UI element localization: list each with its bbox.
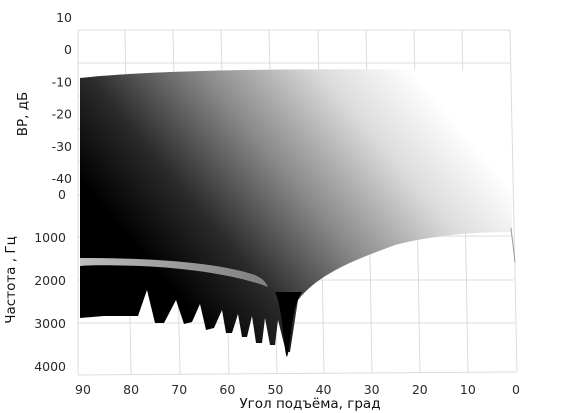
- x-tick-label: 30: [364, 382, 380, 397]
- x-tick-label: 40: [316, 382, 332, 397]
- y-tick-label: 1000: [34, 230, 66, 245]
- y-axis-label: Частота , Гц: [3, 236, 19, 324]
- x-tick-labels: 90 80 70 60 50 40 30 20 10 0: [75, 382, 520, 397]
- z-tick-label: 10: [56, 10, 72, 25]
- x-tick-label: 60: [219, 382, 235, 397]
- z-tick-label: -40: [52, 171, 72, 186]
- y-tick-labels: 0 1000 2000 3000 4000: [34, 187, 66, 374]
- surface-mesh: [80, 69, 516, 357]
- y-tick-label: 2000: [34, 273, 66, 288]
- y-tick-label: 0: [58, 187, 66, 202]
- z-tick-label: 0: [64, 42, 72, 57]
- z-tick-label: -30: [52, 139, 72, 154]
- x-tick-label: 80: [123, 382, 139, 397]
- y-tick-label: 3000: [34, 316, 66, 331]
- z-tick-label: -20: [52, 107, 72, 122]
- x-tick-label: 50: [267, 382, 283, 397]
- x-axis-label: Угол подъёма, град: [239, 396, 380, 412]
- surface-body: [80, 69, 512, 353]
- z-tick-labels: 10 0 -10 -20 -30 -40: [52, 10, 72, 186]
- surface-band: [80, 258, 268, 287]
- z-axis-label: ВР, дБ: [15, 92, 31, 137]
- x-tick-label: 10: [460, 382, 476, 397]
- x-tick-label: 20: [412, 382, 428, 397]
- y-tick-label: 4000: [34, 359, 66, 374]
- z-tick-label: -10: [52, 74, 72, 89]
- main-notch: [275, 292, 302, 357]
- far-edge: [510, 227, 516, 263]
- x-tick-label: 90: [75, 382, 91, 397]
- x-tick-label: 70: [171, 382, 187, 397]
- x-tick-label: 0: [512, 382, 520, 397]
